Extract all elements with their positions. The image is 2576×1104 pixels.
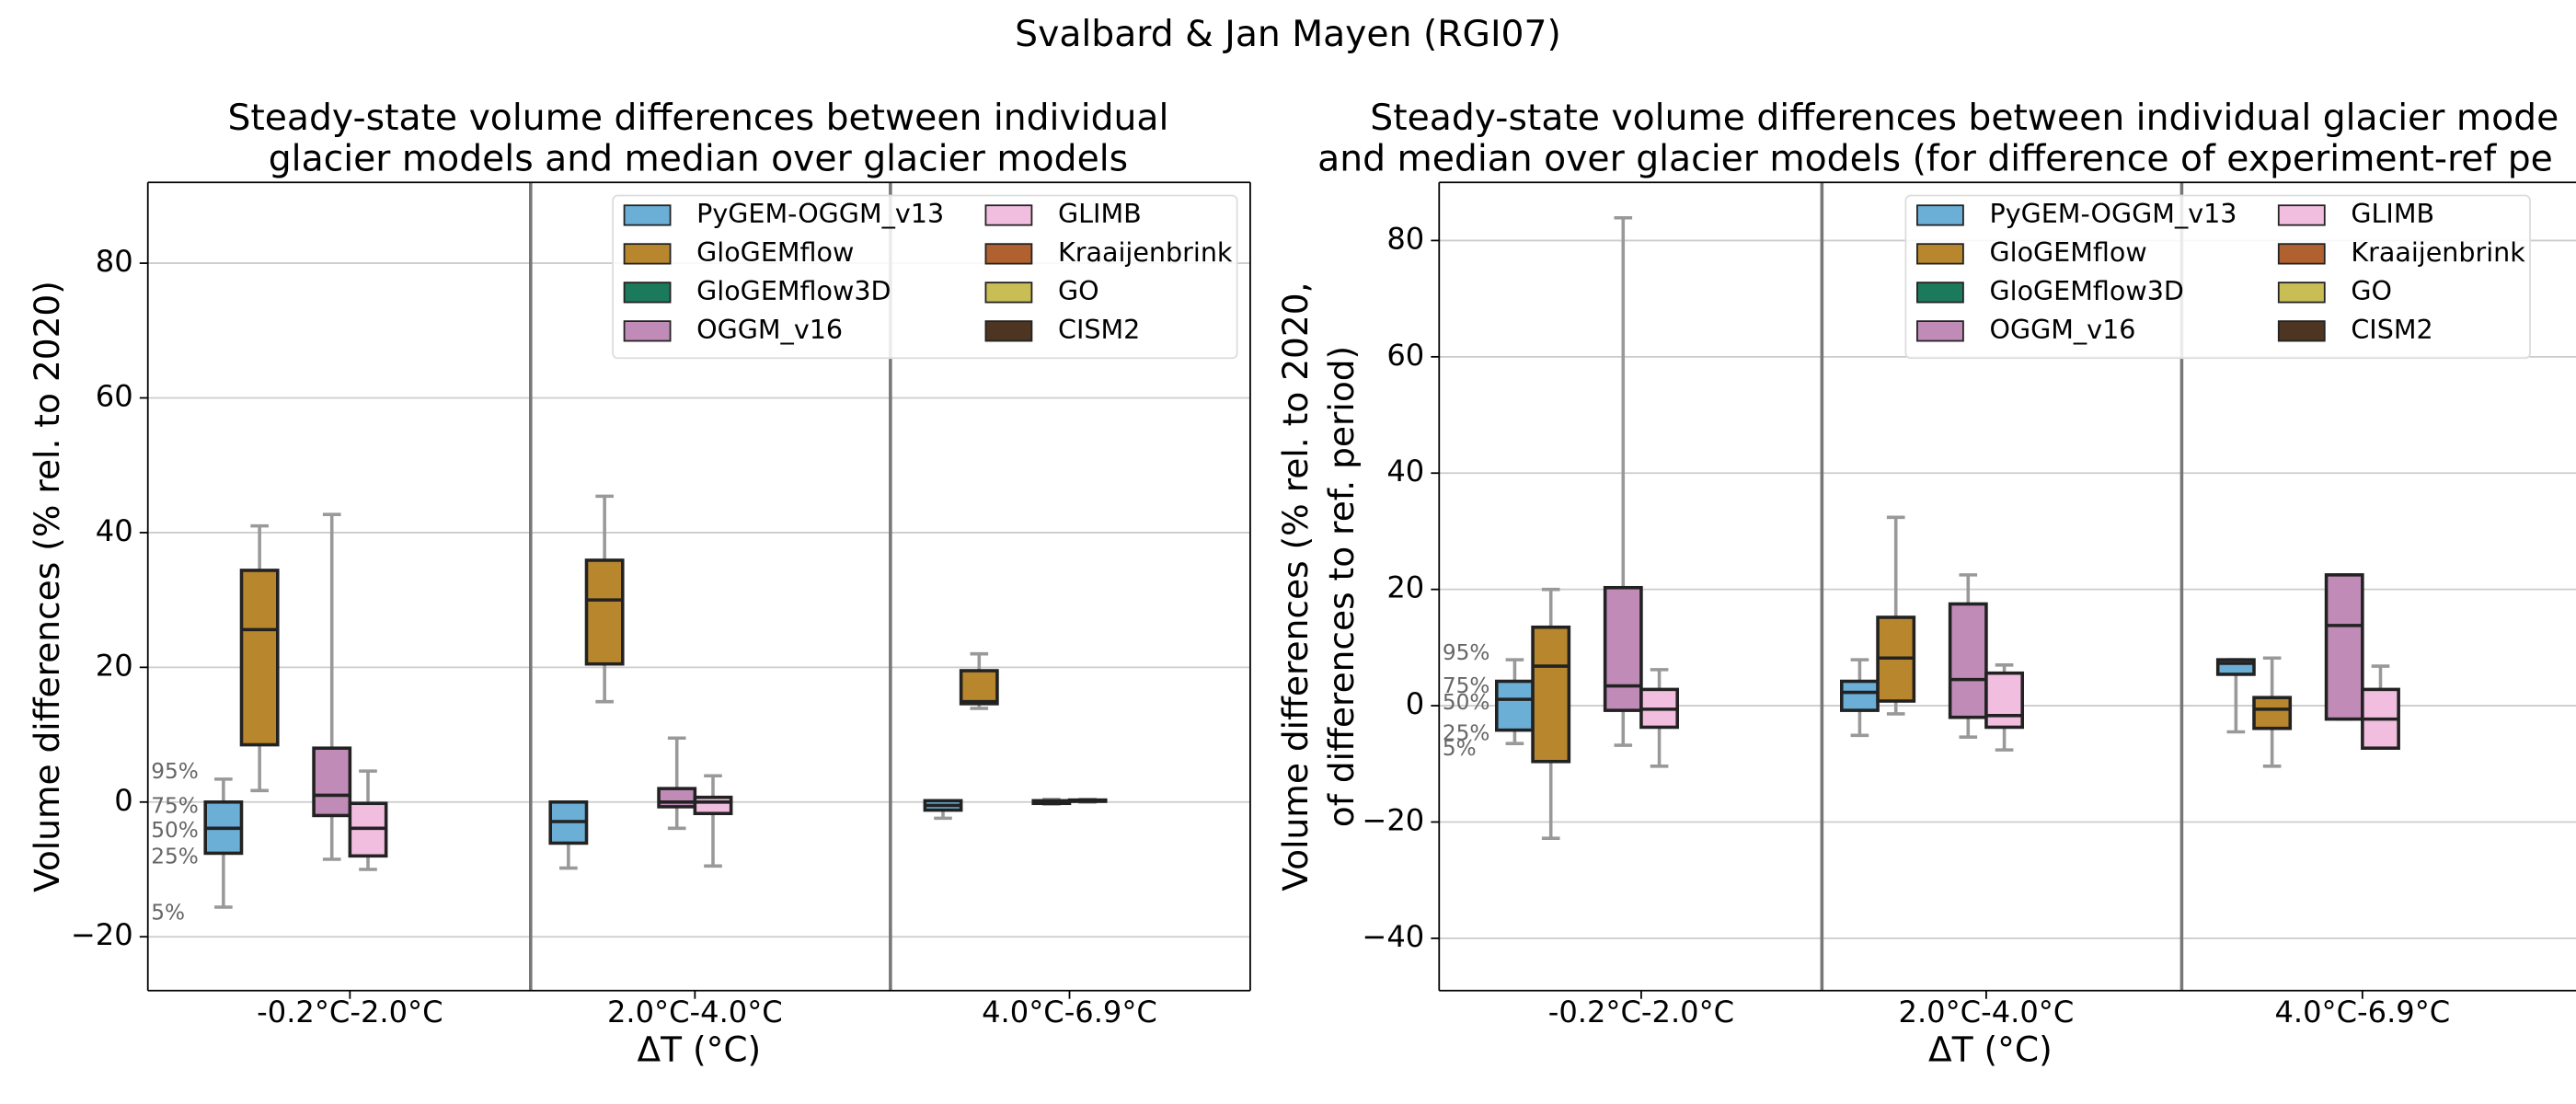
legend-swatch — [1916, 282, 1964, 304]
legend-label: CISM2 — [2351, 314, 2432, 345]
legend-frame — [1904, 194, 2531, 360]
box — [1984, 671, 2025, 730]
box — [584, 558, 625, 666]
figure-title: Svalbard & Jan Mayen (RGI07) — [1015, 14, 1561, 55]
legend-label: PyGEM-OGGM_v13 — [696, 198, 944, 229]
y-tick-label: 40 — [96, 513, 133, 548]
legend-label: Kraaijenbrink — [1058, 236, 1233, 268]
y-tick-label: 60 — [1386, 338, 1424, 373]
percentile-label: 75% — [1443, 673, 1490, 698]
legend-swatch — [623, 204, 672, 226]
y-tick-label: 40 — [1386, 454, 1424, 489]
legend-swatch — [2277, 243, 2326, 265]
legend-label: GloGEMflow3D — [1990, 275, 2184, 306]
percentile-label: 50% — [1443, 690, 1490, 715]
legend-swatch — [1916, 320, 1964, 342]
x-tick-label: 2.0°C-4.0°C — [607, 995, 783, 1029]
legend-label: Kraaijenbrink — [2351, 236, 2525, 268]
y-tick-label: 80 — [1386, 221, 1424, 256]
legend-swatch — [1916, 204, 1964, 226]
chart-title: glacier models and median over glacier m… — [269, 139, 1128, 180]
y-tick-label: 80 — [96, 244, 133, 279]
legend-label: OGGM_v16 — [696, 314, 843, 345]
y-axis-label: Volume differences (% rel. to 2020, — [1275, 282, 1316, 891]
legend-label: GloGEMflow — [1990, 236, 2147, 268]
legend-label: PyGEM-OGGM_v13 — [1990, 198, 2237, 229]
box — [239, 569, 280, 747]
legend-label: GO — [2351, 275, 2392, 306]
x-tick-label: 2.0°C-4.0°C — [1899, 995, 2075, 1029]
legend-swatch — [2277, 282, 2326, 304]
y-tick-label: −40 — [1362, 919, 1424, 954]
box — [959, 669, 999, 706]
box — [2324, 573, 2364, 721]
chart-title: and median over glacier models (for diff… — [1317, 139, 2553, 180]
y-tick-label: 60 — [96, 379, 133, 414]
percentile-label: 50% — [151, 818, 199, 843]
legend-swatch — [984, 243, 1033, 265]
box — [2252, 696, 2293, 730]
percentile-label: 95% — [151, 759, 199, 784]
x-tick-label: 4.0°C-6.9°C — [2274, 995, 2450, 1029]
legend-label: GloGEMflow — [696, 236, 854, 268]
percentile-label: 95% — [1443, 640, 1490, 665]
y-tick-label: −20 — [1362, 802, 1424, 837]
legend-label: GLIMB — [1058, 198, 1142, 229]
percentile-label: 5% — [1443, 736, 1477, 761]
legend-label: OGGM_v16 — [1990, 314, 2136, 345]
y-tick-label: 0 — [1406, 686, 1424, 721]
legend-swatch — [623, 243, 672, 265]
chart-title: Steady-state volume differences between … — [1370, 98, 2559, 139]
box — [1840, 679, 1880, 712]
box — [693, 795, 733, 816]
legend-label: GloGEMflow3D — [696, 275, 891, 306]
box — [1948, 602, 1988, 719]
box — [657, 787, 697, 809]
legend-swatch — [1916, 243, 1964, 265]
legend-frame — [612, 194, 1238, 360]
legend-swatch — [2277, 204, 2326, 226]
y-tick-label: 20 — [96, 648, 133, 683]
box — [312, 746, 352, 818]
legend-swatch — [2277, 320, 2326, 342]
legend-swatch — [984, 282, 1033, 304]
legend-swatch — [984, 204, 1033, 226]
x-axis-label: ΔT (°C) — [637, 1029, 761, 1069]
box — [1495, 679, 1535, 732]
x-tick-label: 4.0°C-6.9°C — [982, 995, 1157, 1029]
percentile-label: 25% — [151, 845, 199, 869]
x-tick-label: -0.2°C-2.0°C — [1548, 995, 1734, 1029]
legend-label: CISM2 — [1058, 314, 1140, 345]
y-tick-label: −20 — [71, 917, 133, 952]
legend-swatch — [623, 282, 672, 304]
percentile-label: 5% — [151, 900, 185, 925]
y-axis-label: of differences to ref. period) — [1321, 346, 1362, 827]
y-tick-label: 0 — [114, 783, 132, 818]
x-tick-label: -0.2°C-2.0°C — [257, 995, 443, 1029]
legend-swatch — [623, 320, 672, 342]
x-axis-label: ΔT (°C) — [1928, 1029, 2053, 1069]
box — [1531, 625, 1571, 764]
legend-label: GO — [1058, 275, 1099, 306]
box — [1603, 585, 1643, 712]
percentile-label: 75% — [151, 793, 199, 818]
chart-title: Steady-state volume differences between … — [227, 98, 1168, 139]
y-axis-label: Volume differences (% rel. to 2020) — [27, 281, 67, 892]
legend-swatch — [984, 320, 1033, 342]
legend-label: GLIMB — [2351, 198, 2434, 229]
y-tick-label: 20 — [1386, 570, 1424, 605]
percentile-label: 25% — [1443, 721, 1490, 746]
